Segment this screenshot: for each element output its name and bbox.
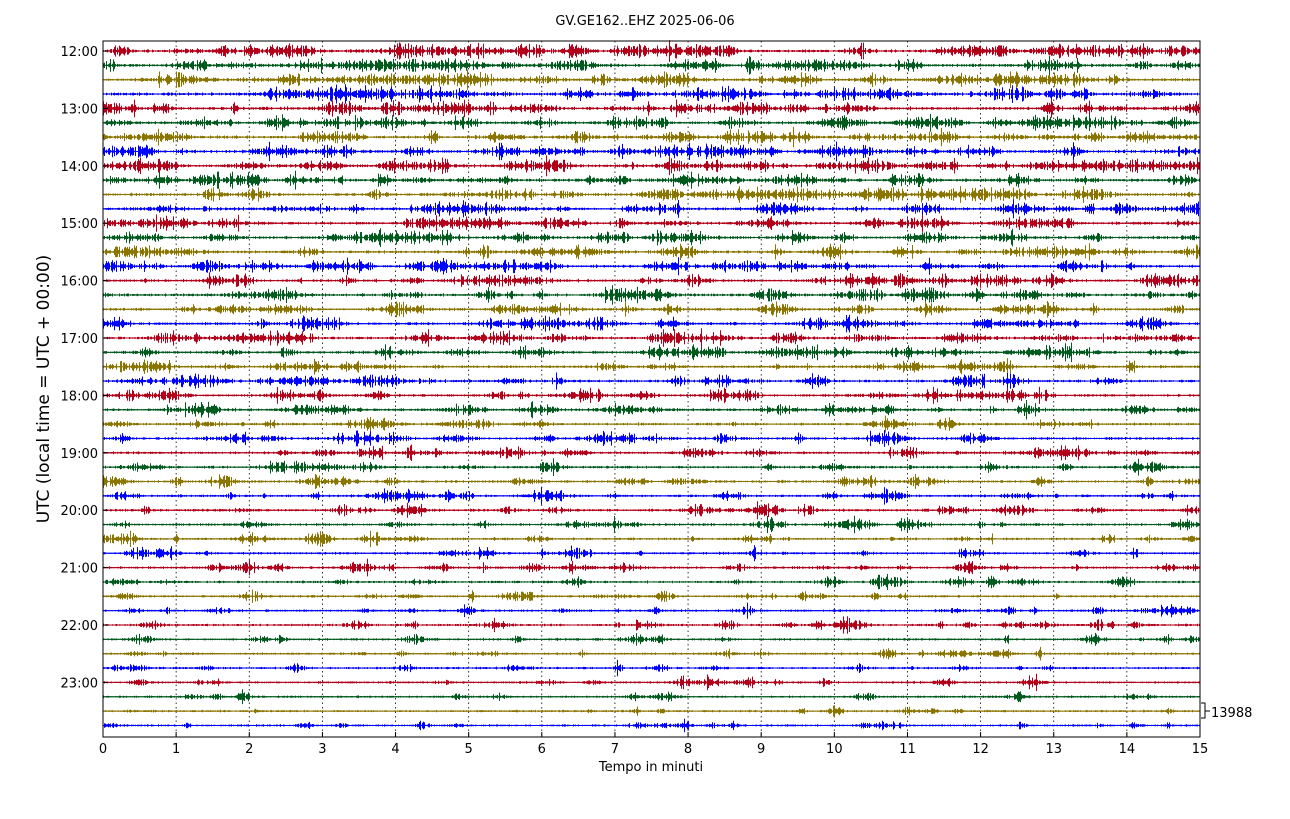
y-tick-label: 15:00: [61, 217, 98, 232]
x-tick-label: 9: [757, 742, 765, 757]
y-tick-label: 13:00: [61, 102, 98, 117]
vertical-grid: [175, 41, 1128, 737]
y-tick-label: 19:00: [61, 447, 98, 462]
x-tick-label: 14: [1119, 742, 1136, 757]
x-tick-label: 15: [1192, 742, 1209, 757]
x-tick-label: 12: [972, 742, 989, 757]
plot-frame: [102, 40, 1201, 738]
y-tick-label: 14:00: [61, 160, 98, 175]
x-tick-label: 10: [826, 742, 843, 757]
scale-bar: 13988: [1201, 702, 1252, 721]
x-tick-label: 8: [684, 742, 692, 757]
scale-label: 13988: [1211, 706, 1252, 721]
y-axis: 12:00 13:00 14:00 15:00 16:00 17:00 18:00 19:00…: [61, 45, 108, 691]
chart-title: GV.GE162..EHZ 2025-06-06: [555, 14, 734, 29]
x-tick-label: 7: [611, 742, 619, 757]
y-axis-label: UTC (local time = UTC + 00:00): [34, 255, 54, 524]
x-tick-label: 11: [899, 742, 916, 757]
x-axis: 0 1 2 3 4 5 6 7 8 9 10 11 12 13 14 15: [99, 732, 1208, 757]
x-tick-label: 0: [99, 742, 107, 757]
x-axis-label: Tempo in minuti: [598, 760, 703, 775]
seismic-traces: [103, 40, 1200, 733]
y-tick-label: 12:00: [61, 45, 98, 60]
y-tick-label: 22:00: [61, 619, 98, 634]
y-tick-label: 20:00: [61, 504, 98, 519]
x-tick-label: 5: [465, 742, 473, 757]
y-tick-label: 23:00: [61, 676, 98, 691]
x-tick-label: 3: [318, 742, 326, 757]
x-tick-label: 2: [245, 742, 253, 757]
y-tick-label: 17:00: [61, 332, 98, 347]
x-tick-label: 4: [391, 742, 399, 757]
x-tick-label: 13: [1045, 742, 1062, 757]
y-tick-label: 21:00: [61, 562, 98, 577]
x-tick-label: 6: [538, 742, 546, 757]
y-tick-label: 16:00: [61, 275, 98, 290]
y-tick-label: 18:00: [61, 389, 98, 404]
x-tick-label: 1: [172, 742, 180, 757]
